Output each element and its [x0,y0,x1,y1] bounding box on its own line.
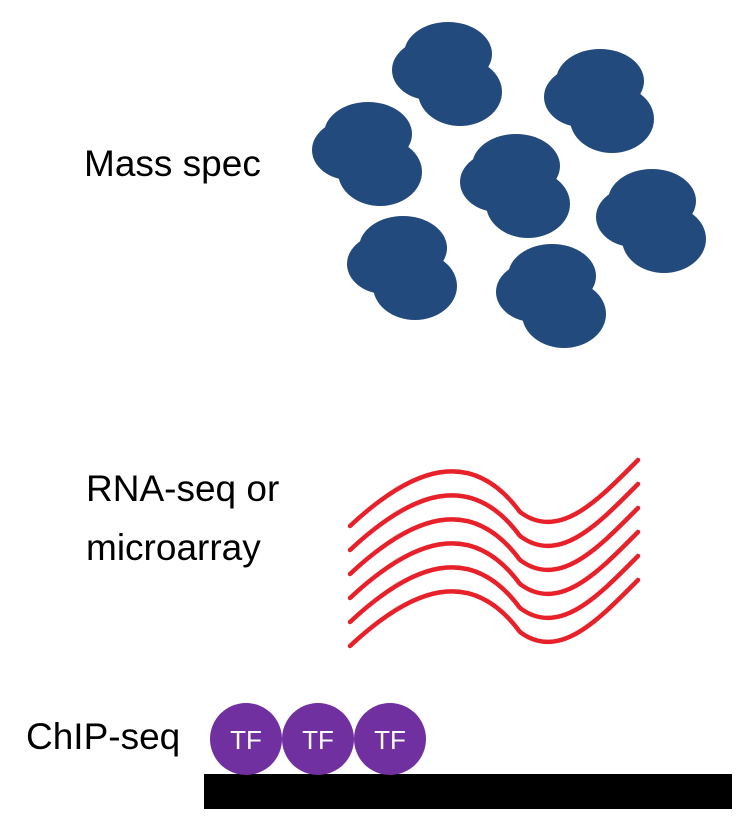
protein-blob-icon [460,134,570,238]
protein-blob-icon [392,22,502,126]
rna-strand-group [347,457,641,649]
mass-spec-label: Mass spec [84,143,261,184]
transcription-factor-icon: TF [210,703,282,775]
protein-blob-icon [544,49,654,153]
rna-strand-icon [347,553,641,625]
protein-blob-icon [347,216,457,320]
tf-label: TF [230,725,262,755]
rna-strand-icon [347,529,641,601]
protein-blob-icon [596,169,706,273]
transcription-factor-icon: TF [282,703,354,775]
protein-blob-icon [312,102,422,206]
chipseq-label: ChIP-seq [26,716,181,757]
tf-label: TF [374,725,406,755]
rna-strand-icon [347,505,641,577]
rna-seq-label-line1: RNA-seq or [86,468,280,509]
tf-label: TF [302,725,334,755]
dna-bar-icon [204,774,732,809]
rna-strand-icon [347,481,641,553]
rna-strand-icon [347,577,641,649]
transcription-factor-icon: TF [354,703,426,775]
rna-seq-label-line2: microarray [86,527,261,568]
rna-strand-icon [347,457,641,529]
protein-blob-icon [496,244,606,348]
protein-cluster [312,22,706,348]
transcription-factor-group: TF TF TF [210,703,426,775]
